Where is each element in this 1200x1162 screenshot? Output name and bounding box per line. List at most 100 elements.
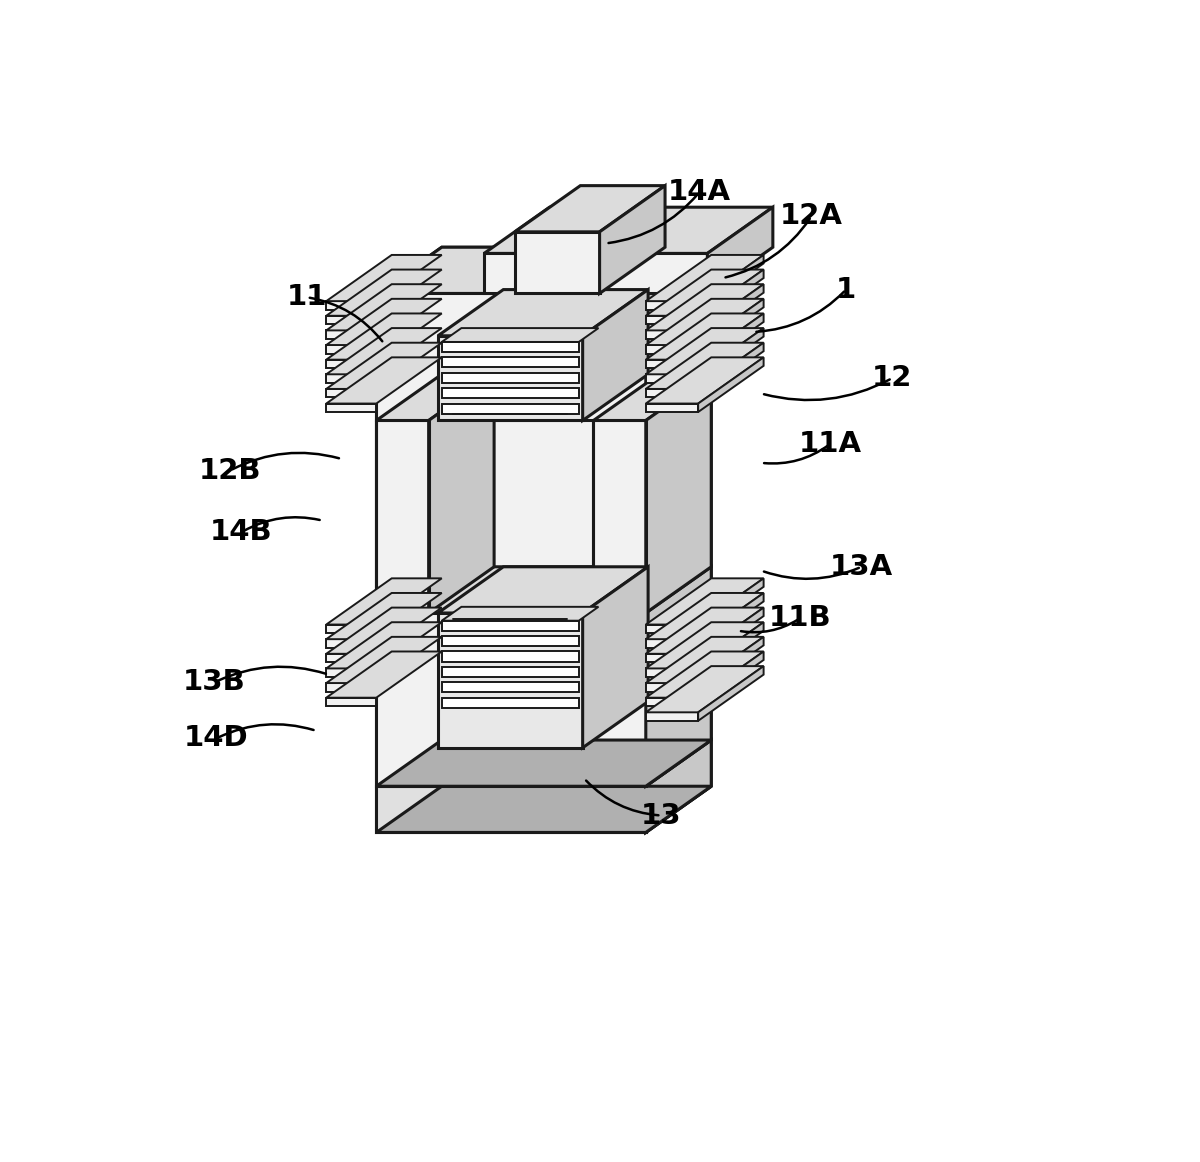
Polygon shape <box>698 637 763 691</box>
Polygon shape <box>646 254 763 301</box>
Polygon shape <box>646 697 698 706</box>
Polygon shape <box>646 683 698 691</box>
Polygon shape <box>646 654 698 662</box>
Polygon shape <box>326 301 377 309</box>
Polygon shape <box>442 621 578 631</box>
Polygon shape <box>326 622 442 668</box>
Polygon shape <box>438 567 648 614</box>
Polygon shape <box>646 360 698 368</box>
Polygon shape <box>646 374 712 614</box>
Polygon shape <box>646 624 698 633</box>
Polygon shape <box>326 668 377 677</box>
Polygon shape <box>442 667 578 677</box>
Polygon shape <box>583 567 648 747</box>
Polygon shape <box>326 316 377 324</box>
Polygon shape <box>698 666 763 720</box>
Text: 12A: 12A <box>780 202 842 230</box>
Text: 14B: 14B <box>210 518 272 546</box>
Polygon shape <box>646 358 763 403</box>
Polygon shape <box>515 232 600 294</box>
Polygon shape <box>442 607 599 621</box>
Polygon shape <box>442 328 599 342</box>
Polygon shape <box>646 285 763 330</box>
Polygon shape <box>698 299 763 353</box>
Polygon shape <box>646 622 763 668</box>
Polygon shape <box>377 787 646 832</box>
Polygon shape <box>646 712 698 720</box>
Text: 11: 11 <box>287 284 328 311</box>
Polygon shape <box>326 403 377 413</box>
Polygon shape <box>646 301 698 309</box>
Polygon shape <box>646 740 712 832</box>
Polygon shape <box>326 254 442 301</box>
Polygon shape <box>326 683 377 691</box>
Polygon shape <box>646 608 763 654</box>
Polygon shape <box>698 270 763 324</box>
Polygon shape <box>377 294 646 421</box>
Polygon shape <box>326 299 442 345</box>
Polygon shape <box>708 207 773 294</box>
Polygon shape <box>438 336 583 421</box>
Polygon shape <box>438 289 648 336</box>
Polygon shape <box>698 254 763 309</box>
Polygon shape <box>646 639 698 647</box>
Polygon shape <box>646 579 763 624</box>
Polygon shape <box>326 652 442 697</box>
Polygon shape <box>442 682 578 693</box>
Polygon shape <box>484 253 708 294</box>
Polygon shape <box>594 421 646 614</box>
Text: 13B: 13B <box>184 668 246 696</box>
Text: 12: 12 <box>872 364 912 392</box>
Polygon shape <box>646 345 698 353</box>
Polygon shape <box>646 299 763 345</box>
Polygon shape <box>646 316 698 324</box>
Polygon shape <box>583 289 648 421</box>
Polygon shape <box>646 652 763 697</box>
Polygon shape <box>442 342 578 352</box>
Polygon shape <box>326 345 377 353</box>
Polygon shape <box>326 624 377 633</box>
Polygon shape <box>646 328 763 374</box>
Polygon shape <box>377 567 712 614</box>
Polygon shape <box>698 622 763 677</box>
Polygon shape <box>326 654 377 662</box>
Polygon shape <box>646 330 698 339</box>
Polygon shape <box>594 374 712 421</box>
Polygon shape <box>326 285 442 330</box>
Polygon shape <box>646 270 763 316</box>
Polygon shape <box>377 740 712 787</box>
Polygon shape <box>698 608 763 662</box>
Polygon shape <box>646 343 763 389</box>
Polygon shape <box>484 207 773 253</box>
Polygon shape <box>442 652 578 661</box>
Polygon shape <box>646 374 698 382</box>
Polygon shape <box>646 668 698 677</box>
Polygon shape <box>646 248 712 421</box>
Polygon shape <box>442 388 578 399</box>
Polygon shape <box>326 328 442 374</box>
Polygon shape <box>377 614 646 787</box>
Polygon shape <box>326 389 377 397</box>
Polygon shape <box>698 579 763 633</box>
Polygon shape <box>377 294 646 832</box>
Polygon shape <box>600 186 665 294</box>
Polygon shape <box>326 330 377 339</box>
Polygon shape <box>326 314 442 360</box>
Polygon shape <box>326 343 442 389</box>
Polygon shape <box>326 360 377 368</box>
Polygon shape <box>515 186 665 232</box>
Polygon shape <box>698 343 763 397</box>
Polygon shape <box>326 579 442 624</box>
Polygon shape <box>377 787 712 832</box>
Polygon shape <box>377 374 494 421</box>
Polygon shape <box>698 593 763 647</box>
Text: 11A: 11A <box>799 430 862 458</box>
Polygon shape <box>442 403 578 414</box>
Text: 13: 13 <box>641 802 682 830</box>
Polygon shape <box>646 403 698 413</box>
Polygon shape <box>646 637 763 683</box>
Polygon shape <box>377 248 712 294</box>
Polygon shape <box>646 567 712 787</box>
Polygon shape <box>646 314 763 360</box>
Polygon shape <box>646 248 712 832</box>
